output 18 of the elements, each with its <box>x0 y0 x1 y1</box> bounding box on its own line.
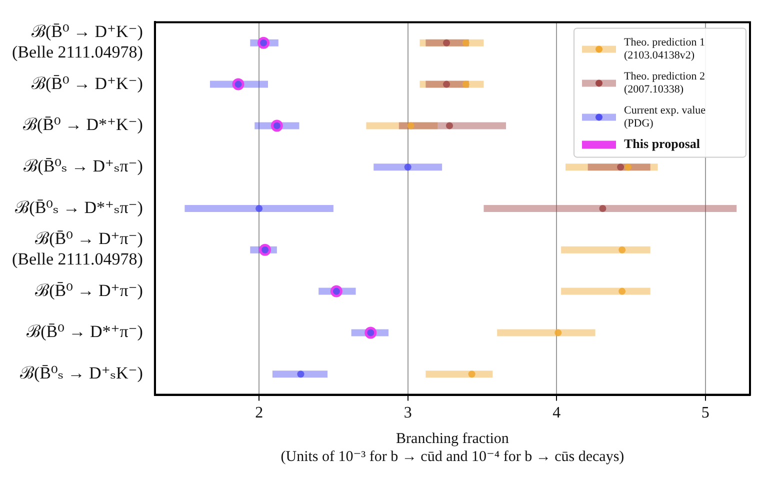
y-tick-label: ℬ(B̄⁰ₛ → D⁺ₛK⁻) <box>20 364 143 383</box>
y-tick-label: ℬ(B̄⁰ → D*⁺K⁻) <box>22 115 143 134</box>
y-tick-label: ℬ(B̄⁰ → D⁺K⁻) <box>31 74 143 93</box>
x-tick-label: 5 <box>701 404 710 422</box>
y-tick-label: ℬ(B̄⁰ → D*⁺π⁻) <box>26 322 143 342</box>
x-tick-label: 2 <box>255 404 264 422</box>
legend-label: This proposal <box>624 136 700 152</box>
legend-label: Theo. prediction 1 (2103.04138v2) <box>624 36 705 62</box>
x-axis-title: Branching fraction (Units of 10⁻³ for b → cūd and 10⁻⁴ for b → cūs decays) <box>280 430 624 465</box>
x-tick-label: 3 <box>404 404 412 422</box>
legend-label: Current exp. value (PDG) <box>624 104 706 130</box>
y-tick-label: ℬ(B̄⁰ → D⁺π⁻) (Belle 2111.04978) <box>12 229 143 269</box>
y-tick-label: ℬ(B̄⁰ → D⁺π⁻) <box>35 280 143 300</box>
legend-label: Theo. prediction 2 (2007.10338) <box>624 70 705 96</box>
x-tick-label: 4 <box>552 404 561 422</box>
y-tick-label: ℬ(B̄⁰ₛ → D*⁺ₛπ⁻) <box>15 198 143 217</box>
y-tick-label: ℬ(B̄⁰ → D⁺K⁻) (Belle 2111.04978) <box>12 22 143 62</box>
y-tick-label: ℬ(B̄⁰ₛ → D⁺ₛπ⁻) <box>24 156 143 176</box>
